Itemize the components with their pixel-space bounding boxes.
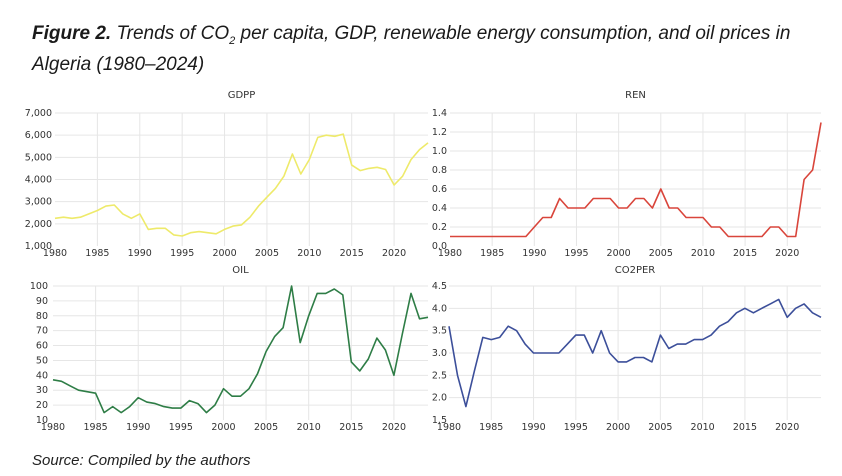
oil-ytick-label: 10 xyxy=(36,415,48,426)
ren-xtick-label: 1990 xyxy=(522,248,546,259)
co2per-xtick-label: 1985 xyxy=(479,422,503,433)
co2per-ytick-label: 1.5 xyxy=(432,415,447,426)
ren-xtick-label: 2020 xyxy=(775,248,799,259)
oil-ytick-label: 80 xyxy=(36,311,48,322)
oil-chart-title: OIL xyxy=(232,265,249,276)
ren-ytick-label: 1.0 xyxy=(432,146,447,157)
ren-ytick-label: 1.2 xyxy=(432,127,447,138)
ren-ytick-label: 0.4 xyxy=(432,203,447,214)
gdpp-xtick-label: 2020 xyxy=(382,248,406,259)
oil-ytick-label: 40 xyxy=(36,370,48,381)
ren-chart-title: REN xyxy=(625,90,646,101)
oil-xtick-label: 2005 xyxy=(254,422,278,433)
co2per-xtick-label: 1990 xyxy=(521,422,545,433)
gdpp-ytick-label: 3,000 xyxy=(25,197,52,208)
oil-xtick-label: 1985 xyxy=(84,422,108,433)
source-note: Source: Compiled by the authors xyxy=(32,452,251,469)
co2per-ytick-label: 4.0 xyxy=(432,303,447,314)
oil-series-line xyxy=(52,285,429,414)
co2per-xtick-label: 2010 xyxy=(691,422,715,433)
caption-text-post: per capita, GDP, renewable energy consum… xyxy=(32,23,791,75)
co2per-xtick-label: 1980 xyxy=(437,422,461,433)
ren-series-line xyxy=(450,122,822,238)
co2per-ytick-label: 2.5 xyxy=(432,370,447,381)
co2per-ytick-label: 2.0 xyxy=(432,393,447,404)
gdpp-xtick-label: 1980 xyxy=(43,248,67,259)
oil-xtick-label: 1990 xyxy=(126,422,150,433)
ren-xtick-label: 2010 xyxy=(691,248,715,259)
co2per-xtick-label: 2020 xyxy=(775,422,799,433)
caption-text-pre: Trends of CO xyxy=(111,23,230,44)
ren-xtick-label: 2000 xyxy=(607,248,631,259)
figure-label: Figure 2. xyxy=(32,23,112,44)
oil-xtick-label: 2010 xyxy=(297,422,321,433)
gdpp-ytick-label: 1,000 xyxy=(25,241,52,252)
co2per-xtick-label: 2005 xyxy=(648,422,672,433)
gdpp-xtick-label: 1995 xyxy=(170,248,194,259)
gdpp-xtick-label: 2000 xyxy=(212,248,236,259)
ren-xtick-label: 1985 xyxy=(480,248,504,259)
oil-ytick-label: 50 xyxy=(36,355,48,366)
ren-ytick-label: 0.8 xyxy=(432,165,447,176)
oil-xtick-label: 2000 xyxy=(211,422,235,433)
oil-ytick-label: 90 xyxy=(36,296,48,307)
figure-caption: Figure 2. Trends of CO2 per capita, GDP,… xyxy=(32,22,842,76)
oil-ytick-label: 20 xyxy=(36,400,48,411)
ren-xtick-label: 2005 xyxy=(649,248,673,259)
co2per-chart-title: CO2PER xyxy=(615,265,656,276)
co2per-ytick-label: 3.0 xyxy=(432,348,447,359)
co2per-ytick-label: 3.5 xyxy=(432,326,447,337)
oil-ytick-label: 100 xyxy=(30,281,48,292)
co2per-ytick-label: 4.5 xyxy=(432,281,447,292)
co2per-xtick-label: 2000 xyxy=(606,422,630,433)
ren-xtick-label: 1995 xyxy=(564,248,588,259)
oil-xtick-label: 1980 xyxy=(41,422,65,433)
gdpp-series-line xyxy=(54,133,429,237)
oil-ytick-label: 60 xyxy=(36,341,48,352)
gdpp-ytick-label: 4,000 xyxy=(25,175,52,186)
co2per-xtick-label: 2015 xyxy=(733,422,757,433)
oil-ytick-label: 30 xyxy=(36,385,48,396)
ren-ytick-label: 1.4 xyxy=(432,108,447,119)
co2per-xtick-label: 1995 xyxy=(564,422,588,433)
gdpp-chart-title: GDPP xyxy=(228,90,256,101)
gdpp-ytick-label: 5,000 xyxy=(25,152,52,163)
gdpp-ytick-label: 7,000 xyxy=(25,108,52,119)
ren-xtick-label: 1980 xyxy=(438,248,462,259)
gdpp-xtick-label: 2010 xyxy=(297,248,321,259)
oil-xtick-label: 2015 xyxy=(339,422,363,433)
oil-xtick-label: 1995 xyxy=(169,422,193,433)
gdpp-ytick-label: 2,000 xyxy=(25,219,52,230)
gdpp-xtick-label: 2005 xyxy=(255,248,279,259)
gdpp-ytick-label: 6,000 xyxy=(25,130,52,141)
caption-subscript: 2 xyxy=(229,34,236,47)
gdpp-xtick-label: 1990 xyxy=(128,248,152,259)
oil-xtick-label: 2020 xyxy=(382,422,406,433)
ren-ytick-label: 0.6 xyxy=(432,184,447,195)
ren-ytick-label: 0.0 xyxy=(432,241,447,252)
oil-ytick-label: 70 xyxy=(36,326,48,337)
co2per-series-line xyxy=(448,298,822,408)
gdpp-xtick-label: 1985 xyxy=(85,248,109,259)
gdpp-xtick-label: 2015 xyxy=(340,248,364,259)
ren-ytick-label: 0.2 xyxy=(432,222,447,233)
ren-xtick-label: 2015 xyxy=(733,248,757,259)
